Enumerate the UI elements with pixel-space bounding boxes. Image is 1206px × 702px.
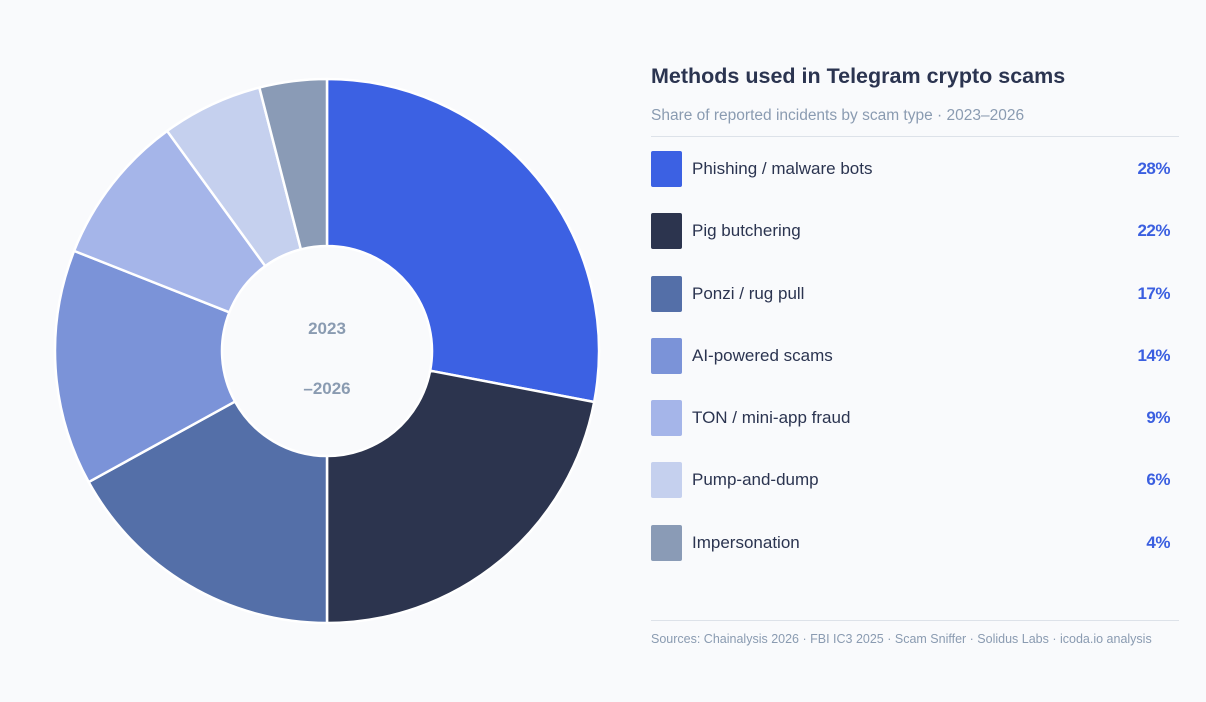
legend-label: Pump-and-dump: [692, 470, 819, 490]
legend-value: 4%: [1146, 532, 1170, 552]
legend-swatch: [651, 524, 682, 561]
legend-panel: Methods used in Telegram crypto scams Sh…: [651, 60, 1179, 587]
legend-label: Impersonation: [692, 532, 800, 552]
slice-2: [87, 400, 329, 625]
slice-6: [258, 77, 329, 251]
legend-swatch: [651, 213, 682, 250]
sources-note: Sources: Chainalysis 2026 · FBI IC3 2025…: [651, 632, 1152, 646]
legend-label: Pig butchering: [692, 221, 801, 241]
legend: Phishing / malware bots 28% Pig butchering…: [651, 151, 1179, 561]
footer-divider: [651, 620, 1179, 621]
legend-value: 28%: [1137, 159, 1170, 178]
legend-item: Phishing / malware bots 28%: [651, 151, 1179, 187]
legend-label: TON / mini-app fraud: [692, 408, 851, 428]
legend-item: Pump-and-dump 6%: [651, 462, 1179, 499]
legend-value: 14%: [1137, 345, 1170, 365]
chart-title: Methods used in Telegram crypto scams: [651, 64, 1066, 88]
center-label-end: –2026: [303, 379, 350, 398]
legend-swatch: [651, 462, 682, 499]
legend-item: Impersonation 4%: [651, 524, 1179, 561]
slice-3: [53, 249, 237, 484]
legend-item: AI-powered scams 14%: [651, 337, 1179, 374]
slice-0: [325, 77, 601, 404]
legend-label: Ponzi / rug pull: [692, 283, 805, 303]
legend-value: 17%: [1137, 283, 1170, 303]
legend-value: 9%: [1146, 408, 1170, 428]
chart-subtitle: Share of reported incidents by scam type…: [651, 107, 1025, 124]
center-label-start: 2023: [308, 319, 346, 338]
legend-value: 6%: [1146, 470, 1170, 490]
footer: Sources: Chainalysis 2026 · FBI IC3 2025…: [651, 620, 1179, 646]
legend-swatch: [651, 151, 682, 187]
legend-swatch: [651, 275, 682, 312]
slice-4: [72, 129, 267, 314]
legend-swatch: [651, 337, 682, 374]
legend-value: 22%: [1137, 221, 1170, 241]
legend-item: Pig butchering 22%: [651, 213, 1179, 250]
legend-label: AI-powered scams: [692, 345, 833, 365]
legend-item: Ponzi / rug pull 17%: [651, 275, 1179, 312]
legend-item: TON / mini-app fraud 9%: [651, 400, 1179, 437]
donut-slices: [53, 77, 601, 625]
legend-swatch: [651, 400, 682, 437]
legend-label: Phishing / malware bots: [692, 159, 873, 178]
donut-chart: 2023 –2026: [53, 77, 601, 625]
divider: [651, 136, 1179, 137]
slice-1: [325, 369, 596, 625]
